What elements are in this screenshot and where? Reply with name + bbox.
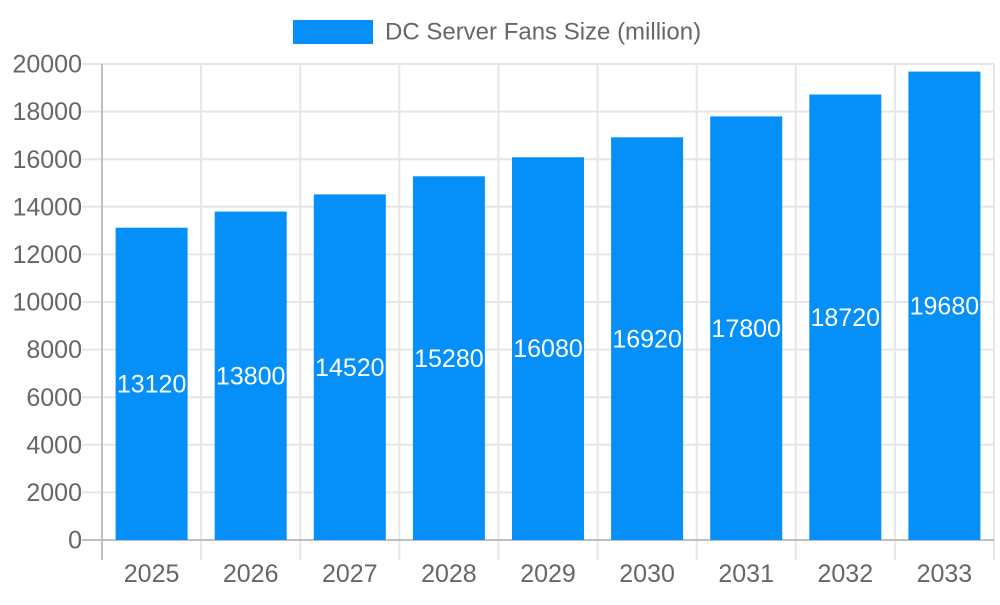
svg-text:2029: 2029 xyxy=(520,560,576,588)
svg-text:8000: 8000 xyxy=(26,336,82,364)
svg-text:16920: 16920 xyxy=(612,325,682,353)
svg-text:14000: 14000 xyxy=(12,193,82,221)
svg-text:16080: 16080 xyxy=(513,335,583,363)
svg-text:2025: 2025 xyxy=(124,560,180,588)
svg-text:16000: 16000 xyxy=(12,146,82,174)
svg-text:18000: 18000 xyxy=(12,98,82,126)
svg-text:2031: 2031 xyxy=(718,560,774,588)
svg-text:2000: 2000 xyxy=(26,479,82,507)
svg-text:2027: 2027 xyxy=(322,560,378,588)
svg-text:17800: 17800 xyxy=(711,315,781,343)
svg-text:20000: 20000 xyxy=(12,51,82,79)
svg-text:12000: 12000 xyxy=(12,241,82,269)
svg-text:18720: 18720 xyxy=(811,304,881,332)
svg-text:DC Server Fans Size (million): DC Server Fans Size (million) xyxy=(385,19,701,46)
svg-text:14520: 14520 xyxy=(315,354,385,382)
svg-text:10000: 10000 xyxy=(12,289,82,317)
svg-text:2026: 2026 xyxy=(223,560,279,588)
svg-text:13800: 13800 xyxy=(216,362,286,390)
svg-text:13120: 13120 xyxy=(117,371,187,399)
svg-text:15280: 15280 xyxy=(414,345,484,373)
svg-text:19680: 19680 xyxy=(910,292,980,320)
svg-text:6000: 6000 xyxy=(26,384,82,412)
svg-text:2033: 2033 xyxy=(917,560,973,588)
svg-text:0: 0 xyxy=(68,527,82,555)
svg-text:4000: 4000 xyxy=(26,431,82,459)
svg-text:2030: 2030 xyxy=(619,560,675,588)
svg-text:2032: 2032 xyxy=(817,560,873,588)
svg-text:2028: 2028 xyxy=(421,560,477,588)
